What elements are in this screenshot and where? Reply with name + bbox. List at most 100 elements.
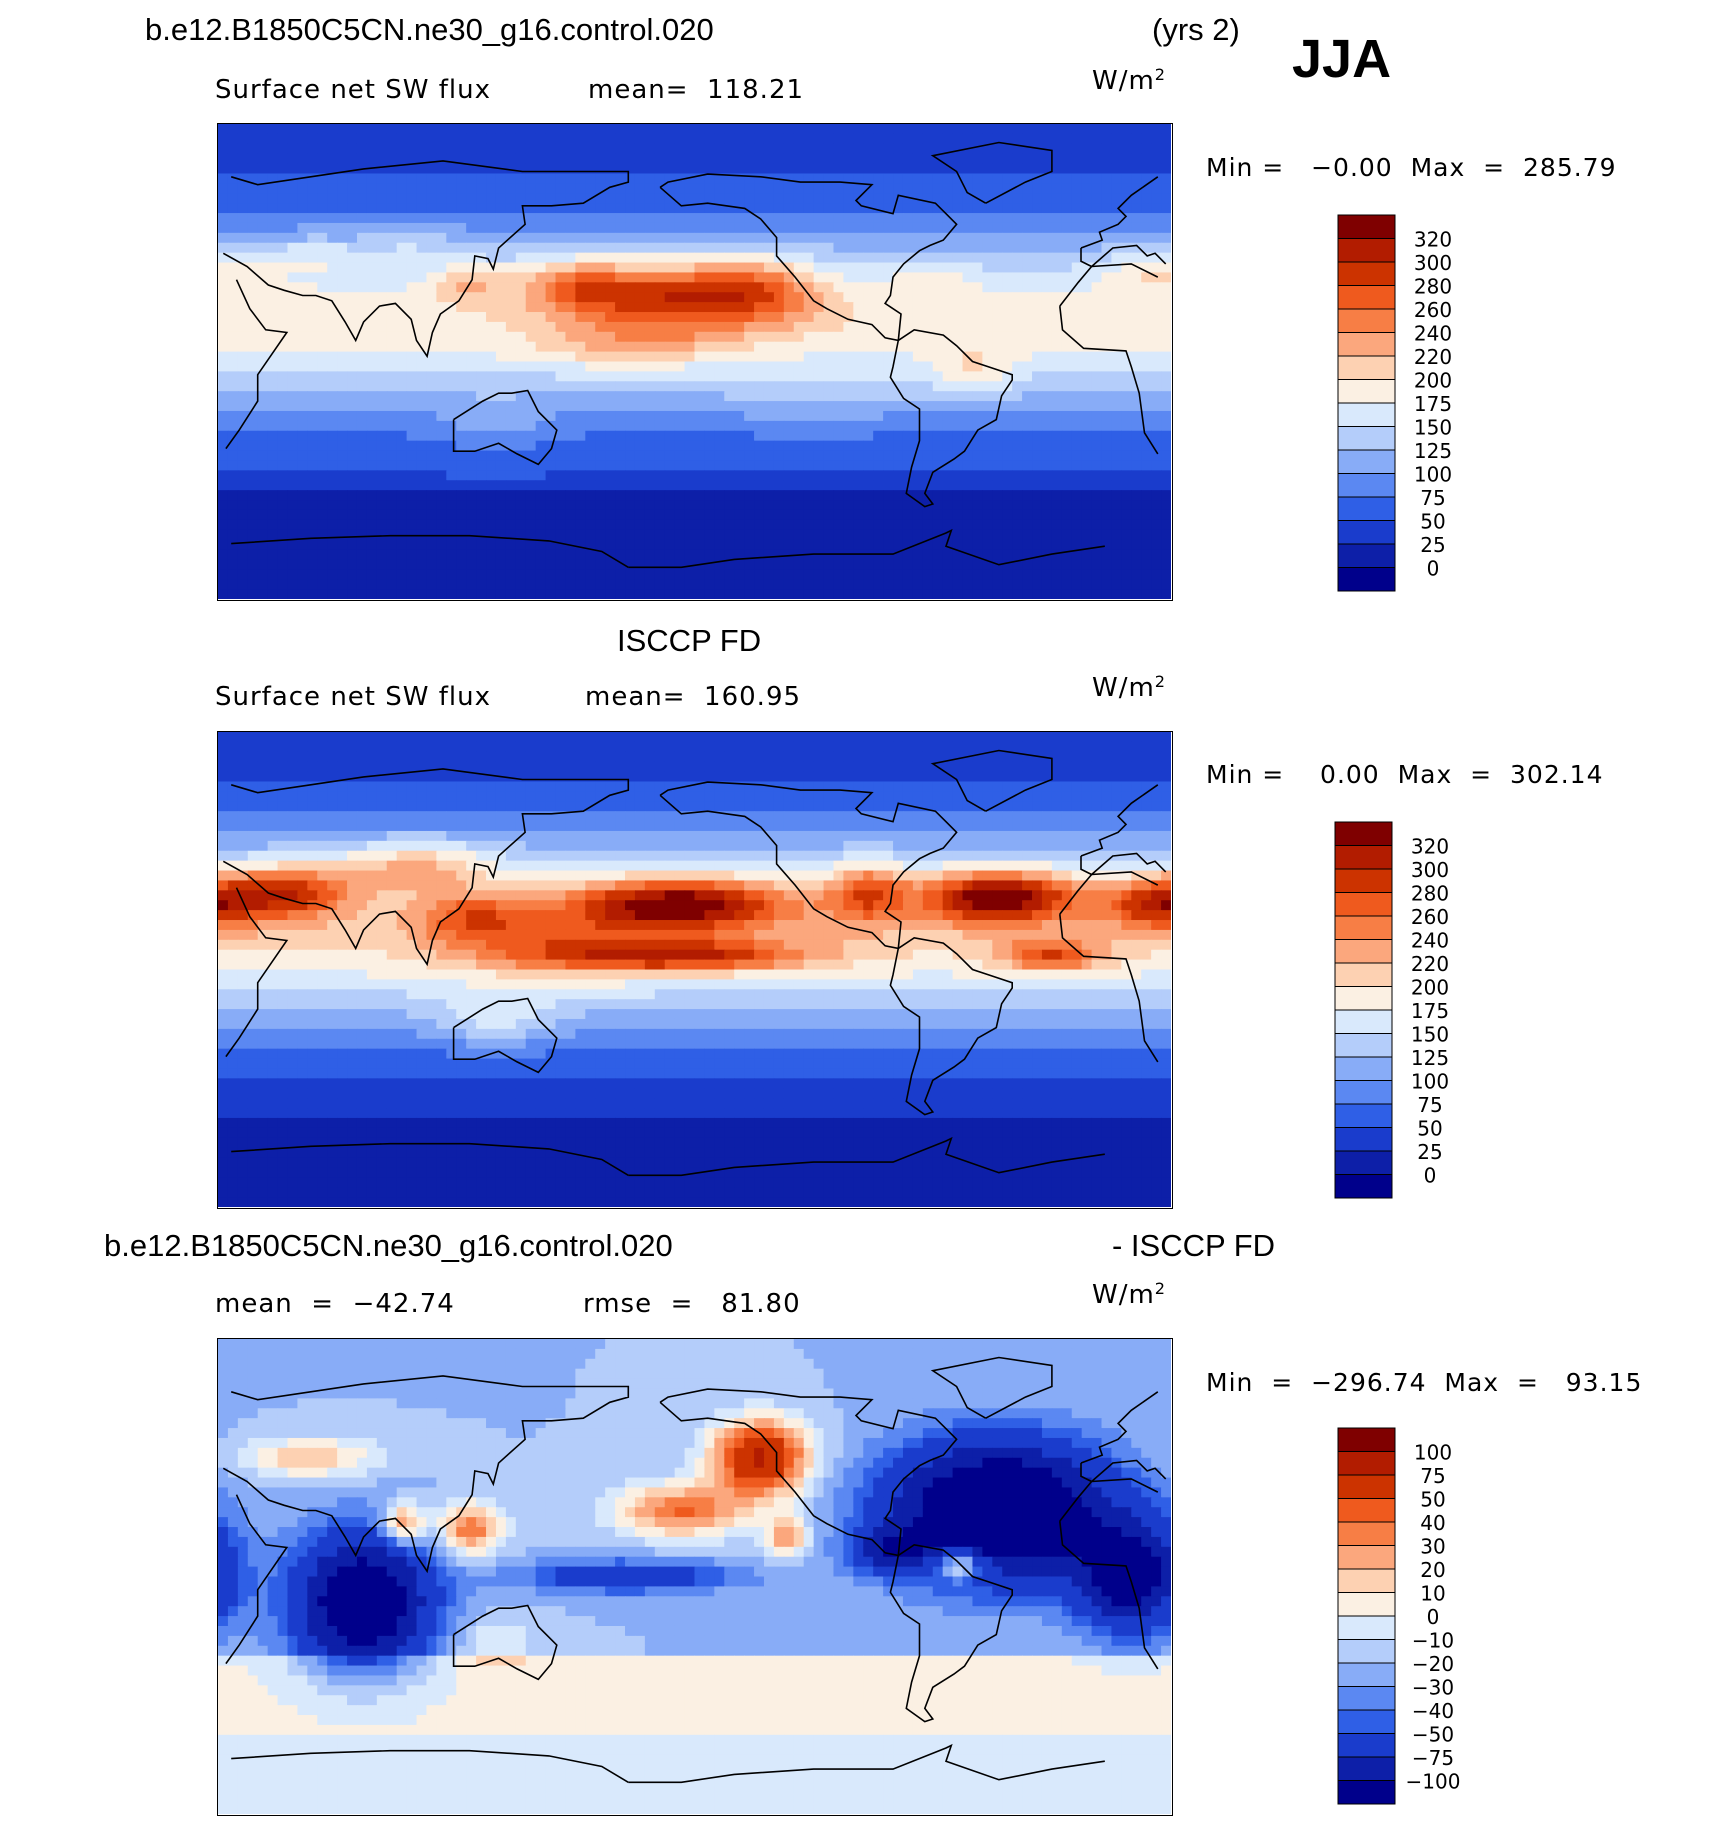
field-cell [1012, 569, 1023, 580]
field-cell [585, 143, 596, 155]
field-cell [783, 440, 795, 452]
field-cell [932, 589, 944, 599]
field-cell [783, 302, 795, 313]
field-cell [396, 420, 408, 432]
field-cell [982, 222, 993, 234]
field-cell [1121, 589, 1132, 599]
field-cell [237, 430, 249, 442]
field-cell [297, 143, 308, 155]
field-cell [1081, 321, 1093, 333]
field-cell [823, 569, 835, 580]
field-cell [972, 213, 983, 224]
field-cell [356, 183, 368, 194]
field-cell [1032, 262, 1043, 274]
field-cell [654, 500, 666, 511]
field-cell [575, 292, 586, 303]
field-cell [1141, 193, 1152, 204]
field-cell [495, 262, 507, 274]
field-cell [833, 450, 845, 462]
field-cell [585, 410, 596, 422]
field-cell [307, 272, 318, 283]
field-cell [1101, 153, 1113, 165]
field-cell [1101, 282, 1113, 293]
field-cell [744, 183, 755, 194]
field-cell [356, 153, 368, 165]
field-cell [1032, 559, 1043, 570]
field-cell [773, 529, 785, 541]
field-cell [436, 519, 447, 531]
field-cell [813, 509, 825, 521]
field-cell [456, 539, 467, 551]
field-cell [813, 732, 825, 743]
field-cell [982, 124, 993, 135]
field-cell [436, 490, 447, 501]
field-cell [893, 341, 904, 353]
field-cell [1151, 222, 1162, 234]
field-cell [466, 341, 477, 353]
field-cell [883, 529, 894, 541]
field-cell [545, 539, 557, 551]
field-cell [754, 420, 765, 432]
field-cell [1022, 163, 1033, 175]
field-cell [1022, 440, 1033, 452]
field-cell [1002, 460, 1013, 471]
field-cell [952, 480, 964, 491]
field-cell [932, 183, 944, 194]
field-cell [773, 371, 785, 382]
field-cell [734, 242, 745, 254]
model-map [217, 123, 1173, 601]
field-cell [456, 450, 467, 462]
field-cell [356, 203, 368, 214]
field-cell [634, 430, 646, 442]
field-cell [218, 539, 229, 551]
field-cell [793, 213, 805, 224]
field-cell [863, 410, 874, 422]
field-cell [545, 262, 557, 274]
field-cell [644, 321, 656, 333]
field-cell [1091, 143, 1103, 155]
field-cell [813, 401, 825, 412]
field-cell [575, 341, 586, 353]
field-cell [227, 470, 239, 481]
field-cell [773, 401, 785, 412]
field-cell [1081, 391, 1093, 402]
field-cell [575, 450, 586, 462]
field-cell [406, 183, 418, 194]
field-cell [942, 351, 954, 363]
field-cell [634, 490, 646, 501]
field-cell [1111, 272, 1122, 283]
field-cell [902, 732, 914, 743]
field-cell [704, 569, 715, 580]
field-cell [952, 559, 964, 570]
field-cell [1141, 549, 1152, 561]
field-cell [1022, 420, 1033, 432]
field-cell [1151, 569, 1162, 580]
field-cell [992, 470, 1003, 481]
field-cell [218, 732, 229, 743]
field-cell [1041, 579, 1053, 590]
field-cell [704, 222, 715, 234]
field-cell [684, 262, 696, 274]
field-cell [992, 351, 1003, 363]
field-cell [317, 321, 328, 333]
field-cell [386, 351, 398, 363]
field-cell [227, 460, 239, 471]
field-cell [1051, 410, 1063, 422]
field-cell [734, 361, 745, 372]
field-cell [525, 133, 537, 145]
field-cell [416, 450, 428, 462]
field-cell [406, 252, 418, 264]
field-cell [952, 262, 964, 274]
field-cell [257, 391, 269, 402]
field-cell [565, 519, 576, 531]
field-cell [853, 213, 864, 224]
field-cell [317, 272, 328, 283]
field-cell [218, 579, 229, 590]
field-cell [1091, 282, 1103, 293]
field-cell [634, 741, 646, 753]
field-cell [426, 589, 437, 599]
field-cell [853, 559, 864, 570]
field-cell [982, 173, 993, 184]
field-cell [763, 193, 775, 204]
field-cell [932, 371, 944, 382]
